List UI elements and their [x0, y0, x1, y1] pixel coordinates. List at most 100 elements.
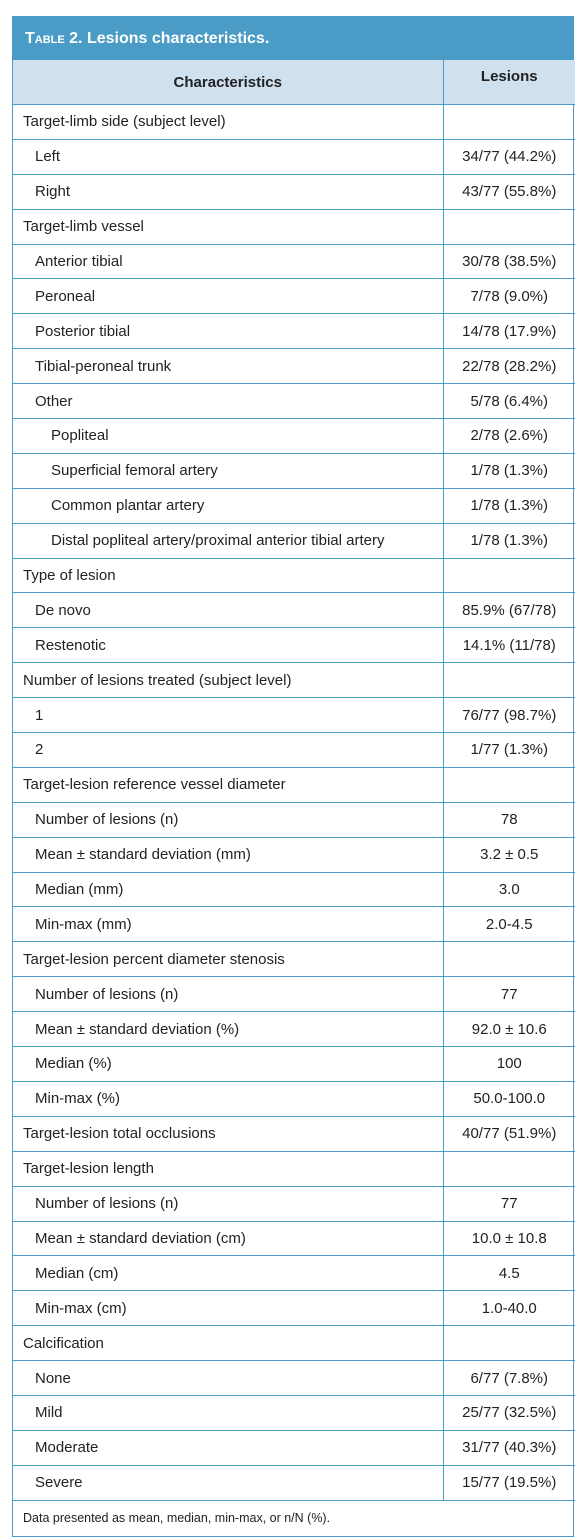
row-value: 30/78 (38.5%) [443, 244, 575, 280]
table-row: Distal popliteal artery/proximal anterio… [13, 523, 575, 559]
lesions-table: Characteristics Lesions Target-limb side… [13, 60, 575, 1501]
table-row: Number of lesions treated (subject level… [13, 662, 575, 699]
row-value: 40/77 (51.9%) [443, 1116, 575, 1152]
table-row: Posterior tibial 14/78 (17.9%) [13, 313, 575, 350]
row-value: 1/78 (1.3%) [443, 488, 575, 524]
table-row: 2 1/77 (1.3%) [13, 732, 575, 768]
row-value: 1/78 (1.3%) [443, 453, 575, 489]
table-title-text: Lesions characteristics. [82, 30, 270, 47]
table-row: Median (%) 100 [13, 1046, 575, 1082]
row-value: 3.2 ± 0.5 [443, 837, 575, 873]
table-title: Table 2. Lesions characteristics. [13, 17, 573, 60]
table-row: Number of lesions (n) 77 [13, 1186, 575, 1222]
row-label: Min-max (cm) [13, 1290, 444, 1327]
column-header-lesions: Lesions [443, 60, 575, 105]
row-label: Target-lesion reference vessel diameter [13, 767, 444, 803]
row-value: 100 [443, 1046, 575, 1082]
row-label: Number of lesions (n) [13, 976, 444, 1013]
row-label: Anterior tibial [13, 244, 444, 280]
row-value [443, 558, 575, 594]
row-value: 2/78 (2.6%) [443, 418, 575, 454]
column-header-characteristics: Characteristics [13, 60, 444, 105]
row-label: Restenotic [13, 627, 444, 664]
row-label: Tibial-peroneal trunk [13, 348, 444, 385]
row-value: 31/77 (40.3%) [443, 1430, 575, 1466]
table-row: Min-max (%) 50.0-100.0 [13, 1081, 575, 1117]
row-value: 1/77 (1.3%) [443, 732, 575, 768]
table-row: Number of lesions (n) 77 [13, 976, 575, 1013]
table-row: Mean ± standard deviation (cm) 10.0 ± 10.… [13, 1221, 575, 1257]
table-row: Other 5/78 (6.4%) [13, 383, 575, 420]
row-value: 4.5 [443, 1255, 575, 1292]
table-row: Peroneal 7/78 (9.0%) [13, 278, 575, 315]
table-row: Severe 15/77 (19.5%) [13, 1465, 575, 1501]
row-label: Mild [13, 1395, 444, 1431]
row-label: Severe [13, 1465, 444, 1501]
row-value [443, 767, 575, 803]
row-value: 78 [443, 802, 575, 838]
row-value: 77 [443, 976, 575, 1013]
row-label: Number of lesions treated (subject level… [13, 662, 444, 699]
table-row: Mild 25/77 (32.5%) [13, 1395, 575, 1431]
table-row: Target-limb vessel [13, 209, 575, 245]
row-value [443, 941, 575, 978]
table-body: Target-limb side (subject level) Left 34/7… [13, 104, 575, 1501]
table-row: De novo 85.9% (67/78) [13, 592, 575, 629]
row-label: Mean ± standard deviation (%) [13, 1011, 444, 1048]
row-label: None [13, 1360, 444, 1396]
row-value [443, 1325, 575, 1362]
table-row: Target-lesion total occlusions 40/77 (51.… [13, 1116, 575, 1152]
table-row: Right 43/77 (55.8%) [13, 174, 575, 210]
row-value: 76/77 (98.7%) [443, 697, 575, 734]
row-value: 15/77 (19.5%) [443, 1465, 575, 1501]
row-label: Target-lesion length [13, 1151, 444, 1187]
table-row: Target-lesion reference vessel diameter [13, 767, 575, 803]
row-label: Mean ± standard deviation (cm) [13, 1221, 444, 1257]
row-value: 7/78 (9.0%) [443, 278, 575, 315]
row-label: Median (%) [13, 1046, 444, 1082]
row-value: 22/78 (28.2%) [443, 348, 575, 385]
row-label: Moderate [13, 1430, 444, 1466]
table-header-row: Characteristics Lesions [13, 60, 575, 105]
row-label: Median (cm) [13, 1255, 444, 1292]
table-row: Median (mm) 3.0 [13, 872, 575, 908]
row-value: 2.0-4.5 [443, 906, 575, 943]
row-value: 14.1% (11/78) [443, 627, 575, 664]
row-value [443, 662, 575, 699]
table-row: Common plantar artery 1/78 (1.3%) [13, 488, 575, 524]
table-row: Anterior tibial 30/78 (38.5%) [13, 244, 575, 280]
table-row: Popliteal 2/78 (2.6%) [13, 418, 575, 454]
row-label: Distal popliteal artery/proximal anterio… [13, 523, 444, 559]
row-value: 92.0 ± 10.6 [443, 1011, 575, 1048]
row-label: Target-lesion total occlusions [13, 1116, 444, 1152]
row-value: 25/77 (32.5%) [443, 1395, 575, 1431]
table-row: 1 76/77 (98.7%) [13, 697, 575, 734]
table-row: None 6/77 (7.8%) [13, 1360, 575, 1396]
row-value: 10.0 ± 10.8 [443, 1221, 575, 1257]
row-label: Number of lesions (n) [13, 1186, 444, 1222]
row-label: Target-limb vessel [13, 209, 444, 245]
row-value: 85.9% (67/78) [443, 592, 575, 629]
table-row: Type of lesion [13, 558, 575, 594]
table-row: Min-max (mm) 2.0-4.5 [13, 906, 575, 943]
row-value: 50.0-100.0 [443, 1081, 575, 1117]
table-row: Mean ± standard deviation (%) 92.0 ± 10.6 [13, 1011, 575, 1048]
table-row: Target-lesion percent diameter stenosis [13, 941, 575, 978]
table-title-prefix: Table 2. [25, 30, 83, 47]
row-value: 14/78 (17.9%) [443, 313, 575, 350]
row-value [443, 209, 575, 245]
row-value: 3.0 [443, 872, 575, 908]
row-label: Number of lesions (n) [13, 802, 444, 838]
table-row: Restenotic 14.1% (11/78) [13, 627, 575, 664]
table-row: Number of lesions (n) 78 [13, 802, 575, 838]
row-label: Other [13, 383, 444, 420]
row-value: 1.0-40.0 [443, 1290, 575, 1327]
row-value: 77 [443, 1186, 575, 1222]
row-value: 5/78 (6.4%) [443, 383, 575, 420]
row-label: Left [13, 139, 444, 175]
row-label: De novo [13, 592, 444, 629]
row-label: Mean ± standard deviation (mm) [13, 837, 444, 873]
row-label: 1 [13, 697, 444, 734]
row-label: Superficial femoral artery [13, 453, 444, 489]
row-label: Median (mm) [13, 872, 444, 908]
